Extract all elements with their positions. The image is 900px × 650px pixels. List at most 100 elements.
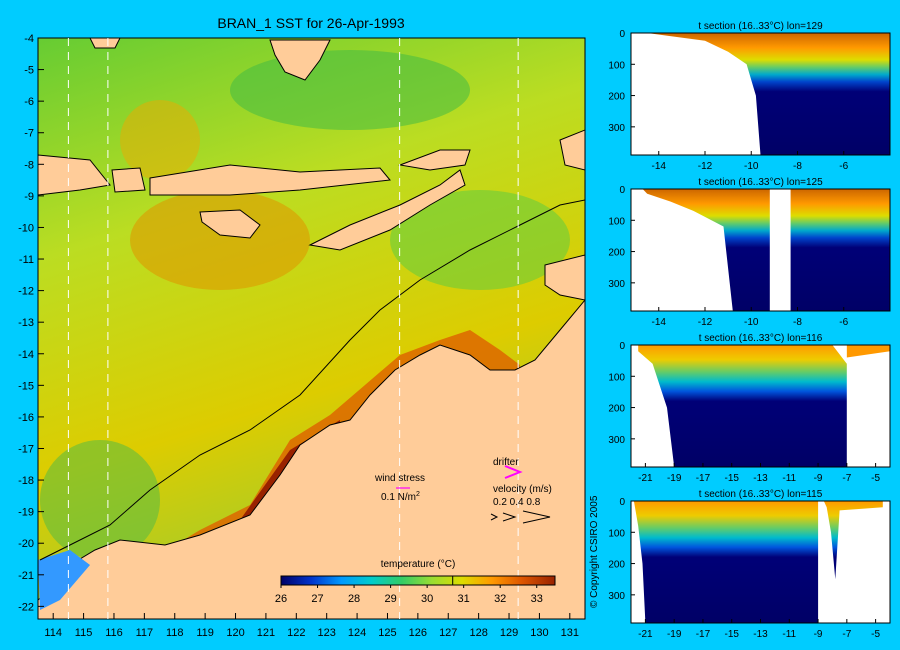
section-y-tick-label: 300 — [608, 123, 625, 134]
section-panels: t section (16..33°C) lon=129 -14 -12 -10 -8 -… — [608, 21, 891, 640]
section-y-tick-label: 100 — [608, 372, 625, 383]
section-panel: t section (16..33°C) lon=116 -21 -19 -17 -15… — [608, 333, 891, 484]
copyright-text: © Copyright CSIRO 2005 — [589, 495, 600, 608]
colorbar-tick-label: 32 — [494, 593, 506, 605]
cool-shelf-water — [38, 550, 90, 610]
map-plot — [38, 38, 585, 619]
y-tick-label: -7 — [24, 128, 34, 140]
section-y-tick-label: 100 — [608, 528, 625, 539]
section-x-tick-label: -6 — [839, 161, 848, 172]
section-frame — [630, 32, 891, 156]
north-island-land — [89, 38, 121, 49]
drifter-arrow-icon — [504, 465, 523, 479]
section-x-tick-label: -9 — [814, 473, 823, 484]
new-guinea-coast-land — [544, 254, 585, 301]
y-tick-label: -20 — [18, 538, 34, 550]
section-x-tick-label: -13 — [753, 473, 768, 484]
section-y-tick-label: 0 — [619, 497, 625, 508]
y-tick-label: -15 — [18, 380, 34, 392]
cool-patch — [40, 440, 160, 560]
section-panel: t section (16..33°C) lon=115 -21 -19 -17 -15… — [608, 489, 891, 640]
x-tick-label: 117 — [136, 627, 154, 639]
y-tick-label: -6 — [24, 96, 34, 108]
colorbar-tick-label: 31 — [458, 593, 470, 605]
wind-stress-value: 0.1 N/m2 — [381, 491, 420, 503]
y-tick-label: -9 — [24, 191, 34, 203]
x-tick-label: 115 — [75, 627, 93, 639]
section-x-tick-label: -5 — [871, 473, 880, 484]
section-x-tick-label: -7 — [842, 473, 851, 484]
section-panel: t section (16..33°C) lon=129 -14 -12 -10 -8 -… — [608, 21, 891, 172]
colorbar-ticks: 26 27 28 29 30 31 32 33 — [275, 576, 543, 605]
y-tick-label: -10 — [18, 222, 34, 234]
section-y-tick-label: 100 — [608, 60, 625, 71]
section-y-tick-label: 100 — [608, 216, 625, 227]
section-y-tick-label: 200 — [608, 92, 625, 103]
y-tick-label: -18 — [18, 475, 34, 487]
timor-land — [308, 169, 466, 251]
y-tick-label: -14 — [18, 349, 34, 361]
section-x-tick-label: -7 — [842, 629, 851, 640]
section-x-tick-label: -6 — [839, 317, 848, 328]
colorbar-tick-label: 26 — [275, 593, 287, 605]
section-y-tick-label: 300 — [608, 435, 625, 446]
section-y-tick-label: 0 — [619, 29, 625, 40]
flores-land — [398, 149, 471, 171]
section-y-tick-label: 300 — [608, 591, 625, 602]
x-tick-label: 131 — [561, 627, 579, 639]
y-tick-label: -19 — [18, 507, 34, 519]
colorbar — [280, 575, 556, 586]
section-x-tick-label: -17 — [696, 473, 711, 484]
x-tick-label: 114 — [44, 627, 62, 639]
isobath-contour — [39, 199, 585, 561]
section-x-tick-label: -19 — [667, 629, 682, 640]
velocity-arrows-icon — [490, 510, 551, 524]
warm-patch — [120, 100, 200, 180]
section-y-tick-label: 300 — [608, 279, 625, 290]
y-tick-label: -22 — [18, 601, 34, 613]
section-x-tick-label: -19 — [667, 473, 682, 484]
x-tick-label: 116 — [105, 627, 123, 639]
section-title: t section (16..33°C) lon=116 — [699, 333, 823, 344]
colorbar-tick-label: 27 — [311, 593, 323, 605]
x-tick-label: 123 — [318, 627, 336, 639]
section-temperature-field — [631, 33, 890, 155]
map-axes: 114 115 116 117 118 119 120 121 122 123 124 125 126 1… — [18, 33, 579, 639]
section-x-tick-label: -5 — [871, 629, 880, 640]
section-x-tick-label: -8 — [793, 317, 802, 328]
section-x-tick-label: -8 — [793, 161, 802, 172]
x-tick-label: 124 — [348, 627, 366, 639]
y-tick-label: -11 — [19, 254, 34, 266]
section-frame — [630, 188, 891, 312]
drifter-label: drifter — [493, 457, 519, 468]
section-x-tick-label: -12 — [698, 317, 713, 328]
colorbar-tick-label: 30 — [421, 593, 433, 605]
section-x-tick-label: -10 — [744, 161, 759, 172]
colorbar-tick-label: 28 — [348, 593, 360, 605]
section-title: t section (16..33°C) lon=129 — [698, 21, 823, 32]
section-x-tick-label: -14 — [652, 161, 667, 172]
section-panel: t section (16..33°C) lon=125 -14 -12 -10 -8 -… — [608, 177, 891, 328]
velocity-label: velocity (m/s) — [493, 484, 552, 495]
eastern-island-land — [559, 129, 585, 171]
map-title: BRAN_1 SST for 26-Apr-1993 — [217, 15, 404, 31]
section-x-tick-label: -11 — [782, 629, 796, 640]
sulawesi-land — [269, 39, 331, 81]
x-tick-label: 118 — [166, 627, 184, 639]
section-y-tick-label: 200 — [608, 404, 625, 415]
section-x-tick-label: -15 — [724, 473, 739, 484]
colorbar-label: temperature (°C) — [381, 559, 456, 570]
section-x-tick-label: -13 — [753, 629, 768, 640]
section-temperature-field — [642, 189, 890, 311]
x-tick-label: 126 — [409, 627, 427, 639]
cool-patch — [230, 50, 470, 130]
section-x-tick-label: -15 — [724, 629, 739, 640]
x-tick-label: 127 — [439, 627, 457, 639]
y-tick-label: -5 — [24, 65, 34, 77]
x-tick-label: 129 — [500, 627, 518, 639]
lombok-sumbawa-land — [149, 164, 391, 196]
bali-land — [111, 167, 146, 193]
map-legend: wind stress 0.1 N/m2 drifter velocity (m… — [374, 457, 552, 524]
java-land — [38, 154, 111, 196]
section-x-tick-label: -21 — [638, 629, 653, 640]
